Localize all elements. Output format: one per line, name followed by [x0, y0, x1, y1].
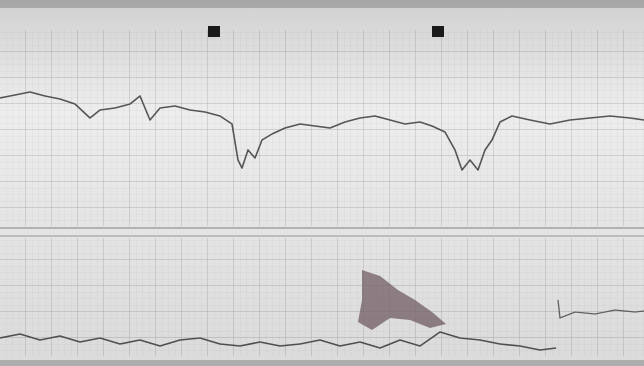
- page: (() => { const data = JSON.parse(documen…: [0, 0, 644, 366]
- lighting: [0, 0, 644, 366]
- ctg-strip-photo: [0, 0, 644, 366]
